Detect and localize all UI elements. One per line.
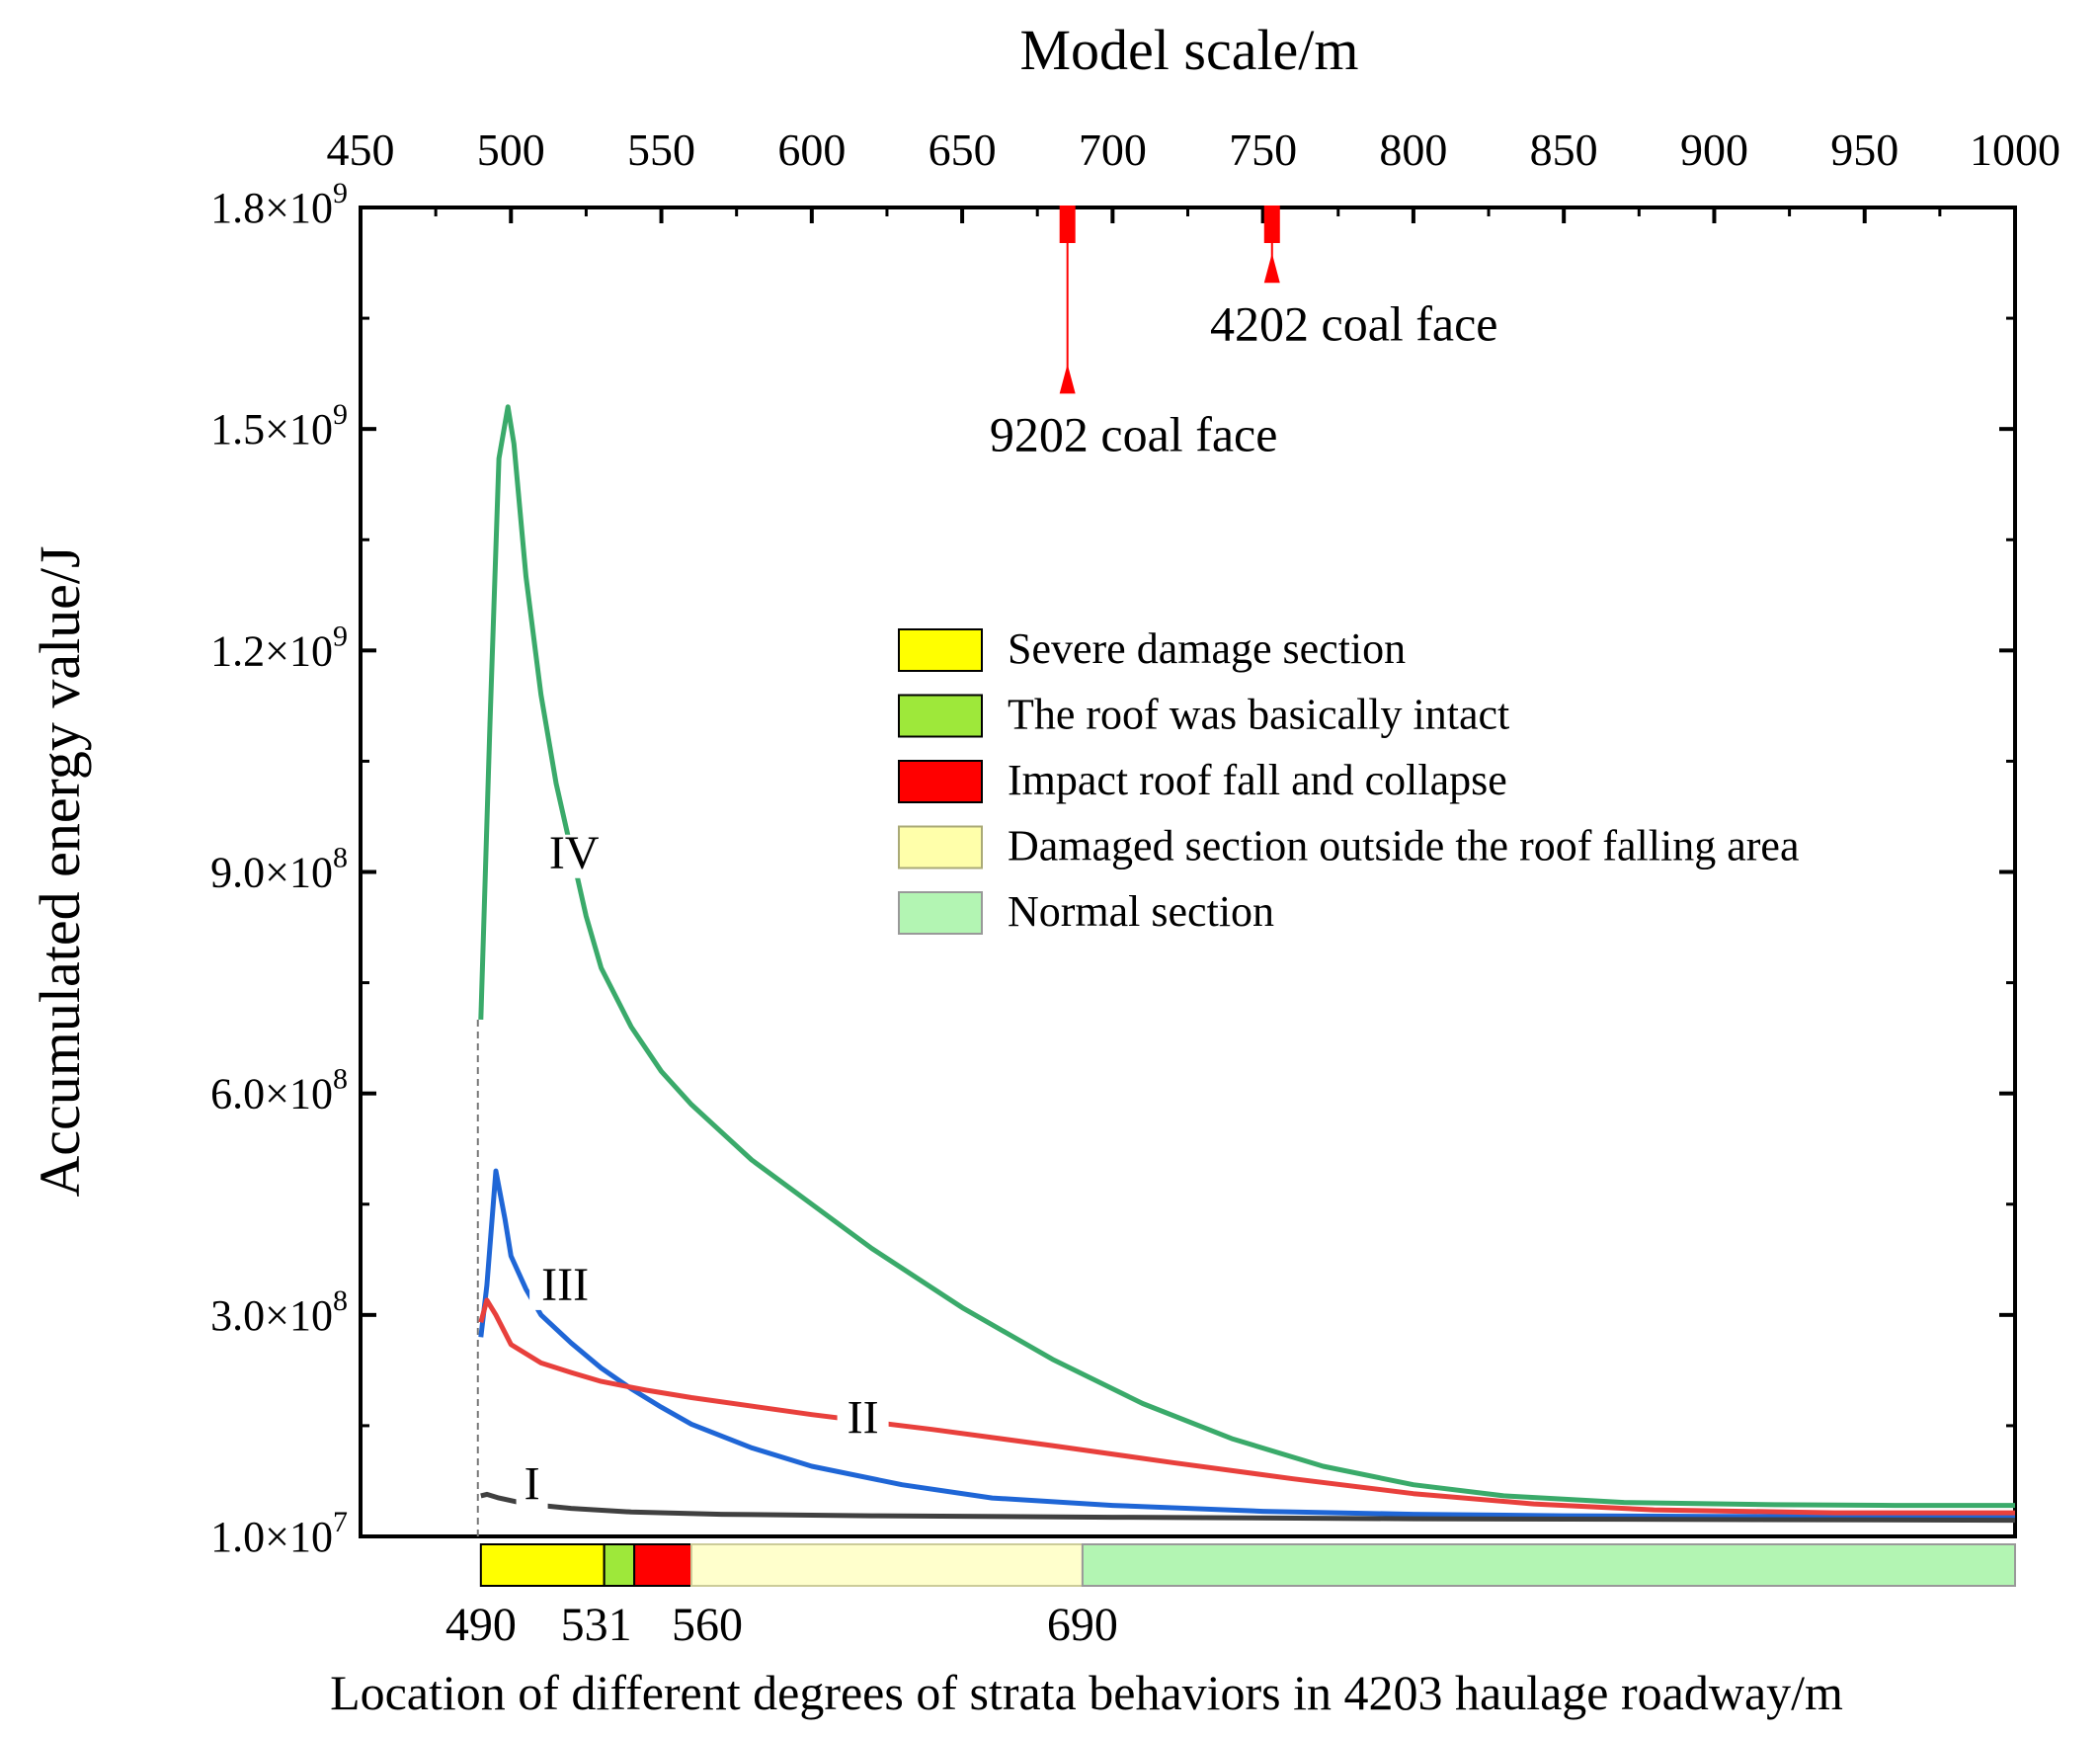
section-severe — [479, 1543, 606, 1587]
y-tick-exponent: 7 — [333, 1506, 348, 1538]
legend-swatch — [898, 891, 983, 935]
legend-label: Severe damage section — [1008, 624, 1406, 673]
series-label-I: I — [525, 1458, 540, 1511]
y-tick-exponent: 9 — [333, 620, 348, 652]
y-axis: 1.0×1073.0×1086.0×1089.0×1081.2×1091.5×1… — [210, 177, 2015, 1561]
bottom-tick-label: 531 — [561, 1599, 632, 1651]
top-tick-label: 750 — [1229, 124, 1297, 175]
y-tick-mantissa: 1.2×10 — [210, 626, 333, 675]
x-axis-title: Location of different degrees of strata … — [330, 1665, 1843, 1720]
top-tick-label: 900 — [1680, 124, 1748, 175]
marker-label: 9202 coal face — [990, 406, 1278, 461]
legend-swatch — [898, 825, 983, 869]
bottom-axis-labels: 490 531 560 690 — [445, 1599, 1118, 1651]
series-label-bg — [548, 834, 601, 878]
plot-frame — [359, 206, 2017, 1538]
top-tick-label: 800 — [1379, 124, 1447, 175]
bottom-tick-label: 490 — [445, 1599, 517, 1651]
y-tick-mantissa: 9.0×10 — [210, 849, 333, 897]
legend-label: Damaged section outside the roof falling… — [1008, 822, 1799, 870]
y-axis-title: Accumulated energy value/J — [28, 545, 92, 1197]
top-tick-label: 700 — [1079, 124, 1147, 175]
top-tick-label: 450 — [327, 124, 395, 175]
section-damaged — [690, 1543, 1084, 1587]
section-intact — [603, 1543, 636, 1587]
legend-swatch — [898, 628, 983, 672]
bottom-tick-label: 690 — [1047, 1599, 1118, 1651]
marker-label: 4202 coal face — [1210, 295, 1498, 351]
y-tick-exponent: 8 — [333, 1063, 348, 1096]
plot-area — [359, 206, 2017, 1538]
series-line-III — [478, 1168, 2015, 1520]
marker-arrow — [1263, 253, 1280, 284]
legend-label: Normal section — [1008, 887, 1274, 936]
legend-label: Impact roof fall and collapse — [1008, 756, 1507, 804]
top-tick-label: 1000 — [1970, 124, 2060, 175]
top-tick-label: 500 — [477, 124, 545, 175]
y-tick-mantissa: 1.5×10 — [210, 405, 333, 454]
y-tick-exponent: 8 — [333, 1284, 348, 1317]
coal-face-markers: 9202 coal face 4202 coal face — [990, 206, 1498, 461]
series-label-II: II — [848, 1391, 879, 1444]
marker-block — [1059, 206, 1076, 243]
series-label-bg — [516, 1465, 548, 1510]
top-tick-label: 850 — [1530, 124, 1598, 175]
top-tick-label: 550 — [627, 124, 695, 175]
legend-swatch — [898, 760, 983, 803]
series-line-I — [480, 1491, 2016, 1524]
series-line-IV — [478, 404, 2015, 1509]
y-tick-label: 1.8×109 — [210, 177, 348, 232]
y-tick-label: 6.0×108 — [210, 1063, 348, 1118]
top-axis-ticks: 450 500 550 600 650 700 750 800 850 900 950 1000 — [327, 124, 2060, 223]
series-layer — [478, 404, 2016, 1524]
y-tick-mantissa: 1.8×10 — [210, 184, 333, 232]
series-line-II — [478, 1297, 2015, 1516]
marker-block — [1263, 206, 1280, 243]
y-tick-label: 1.0×107 — [210, 1506, 348, 1561]
series-label-bg — [837, 1399, 889, 1444]
top-tick-label: 600 — [777, 124, 846, 175]
series-label-III: III — [541, 1259, 589, 1311]
y-tick-exponent: 9 — [333, 177, 348, 209]
top-tick-label: 650 — [929, 124, 997, 175]
y-tick-exponent: 9 — [333, 398, 348, 431]
y-tick-mantissa: 1.0×10 — [210, 1513, 333, 1561]
y-tick-exponent: 8 — [333, 842, 348, 874]
y-tick-label: 9.0×108 — [210, 842, 348, 897]
marker-arrow — [1059, 364, 1076, 394]
y-tick-label: 3.0×108 — [210, 1284, 348, 1340]
y-tick-mantissa: 6.0×10 — [210, 1070, 333, 1118]
legend-label: The roof was basically intact — [1008, 691, 1509, 739]
section-bar — [479, 1543, 2016, 1587]
section-normal — [1081, 1543, 2016, 1587]
legend-swatch — [898, 694, 983, 738]
top-axis-title: Model scale/m — [1019, 18, 1358, 82]
y-tick-label: 1.5×109 — [210, 398, 348, 454]
legend: Severe damage section The roof was basica… — [898, 624, 1799, 936]
bottom-tick-label: 560 — [672, 1599, 743, 1651]
y-tick-label: 1.2×109 — [210, 620, 348, 675]
series-label-bg — [529, 1266, 602, 1310]
section-impact — [633, 1543, 692, 1587]
top-tick-label: 950 — [1830, 124, 1898, 175]
y-tick-mantissa: 3.0×10 — [210, 1291, 333, 1340]
series-label-IV: IV — [549, 827, 600, 879]
